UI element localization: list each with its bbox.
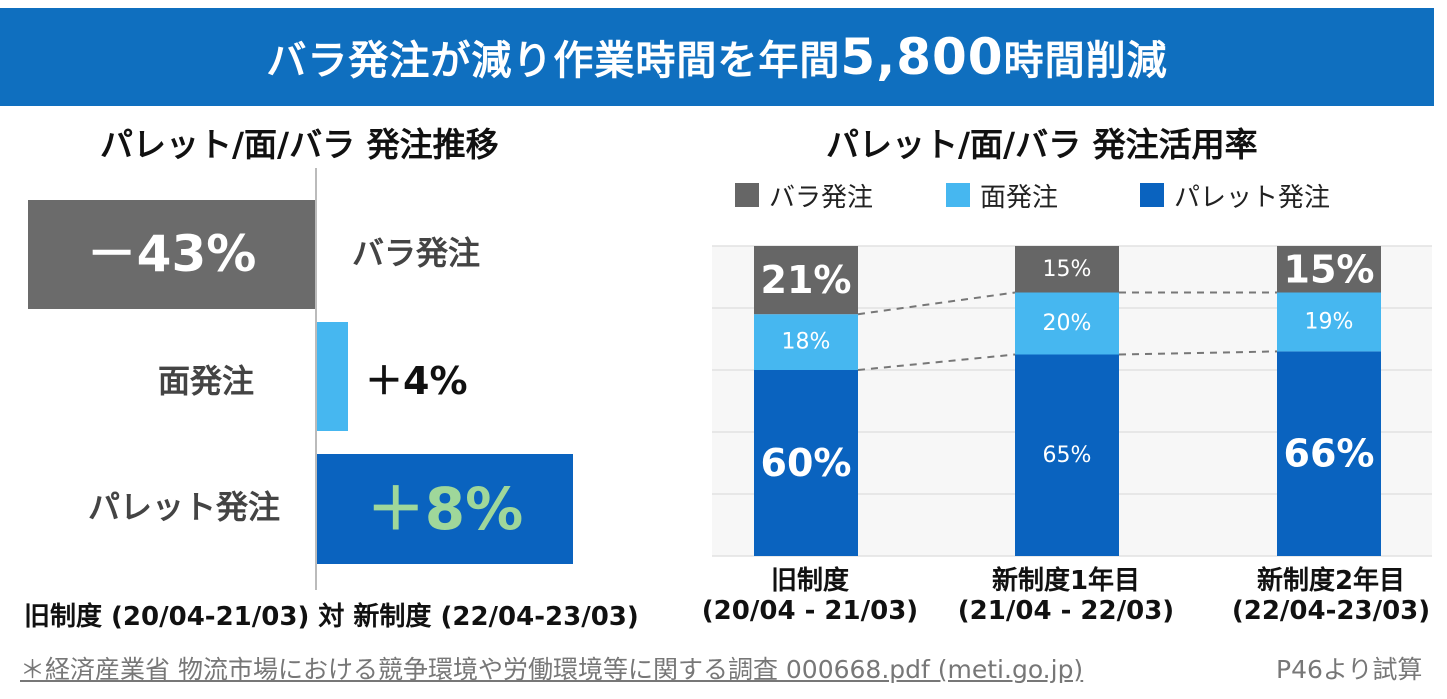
bar-men-change <box>317 322 348 431</box>
bar-bara-change <box>28 200 315 309</box>
bar-pallet-change <box>317 454 573 564</box>
x-label-new1-line1: 新制度1年目 <box>991 566 1141 596</box>
data-label-面発注-0: 18% <box>782 330 831 355</box>
men-category-label: 面発注 <box>158 362 255 400</box>
bar-segment-面発注-0 <box>754 314 858 370</box>
bar-segment-面発注-1 <box>1015 292 1119 355</box>
data-label-バラ発注-1: 15% <box>1043 257 1092 282</box>
data-label-バラ発注-2: 15% <box>1284 247 1375 291</box>
left-chart-title: パレット/面/バラ 発注推移 <box>100 125 499 164</box>
x-label-new1: 新制度1年目 (21/04 - 22/03) <box>948 566 1184 626</box>
legend-label-men: 面発注 <box>980 182 1059 213</box>
x-label-new1-line2: (21/04 - 22/03) <box>957 596 1175 626</box>
period-comparison: 旧制度 (20/04-21/03) 対 新制度 (22/04-23/03) <box>24 602 639 632</box>
data-label-バラ発注-0: 21% <box>761 258 852 302</box>
zero-axis-line <box>315 168 317 590</box>
connector-line <box>857 291 1016 316</box>
legend-item-men: 面発注 <box>946 180 1058 213</box>
legend-label-bara: バラ発注 <box>769 182 874 213</box>
bar-segment-パレット発注-2 <box>1277 351 1381 556</box>
x-label-new2: 新制度2年目 (22/04-23/03) <box>1220 566 1442 626</box>
pallet-change-value: ＋8% <box>366 475 524 543</box>
legend-swatch-pallet <box>1140 183 1164 207</box>
x-label-old: 旧制度 (20/04 - 21/03) <box>700 566 920 626</box>
bar-segment-パレット発注-1 <box>1015 354 1119 556</box>
data-label-パレット発注-1: 65% <box>1043 443 1092 468</box>
men-change-value: ＋4% <box>365 359 468 403</box>
data-label-面発注-1: 20% <box>1043 311 1092 336</box>
headline-number: 5,800 <box>840 28 1004 86</box>
x-label-new2-line1: 新制度2年目 <box>1256 566 1406 596</box>
legend-item-bara: バラ発注 <box>735 180 873 213</box>
data-label-面発注-2: 19% <box>1305 309 1354 334</box>
x-label-old-line1: 旧制度 <box>770 566 849 596</box>
headline-banner: バラ発注が減り作業時間を年間5,800時間削減 <box>0 8 1434 106</box>
connector-line <box>857 353 1016 371</box>
data-label-パレット発注-2: 66% <box>1284 432 1375 476</box>
x-label-old-line2: (20/04 - 21/03) <box>701 596 919 626</box>
bara-category-label: バラ発注 <box>352 234 481 272</box>
bara-change-value: －43% <box>86 225 257 283</box>
x-label-new2-line2: (22/04-23/03) <box>1231 596 1431 626</box>
data-label-パレット発注-0: 60% <box>761 441 852 485</box>
bar-segment-バラ発注-1 <box>1015 246 1119 293</box>
right-chart-title: パレット/面/バラ 発注活用率 <box>826 125 1258 164</box>
source-link[interactable]: ＊経済産業省 物流市場における競争環境や労働環境等に関する調査 000668.p… <box>20 655 1084 684</box>
bar-segment-バラ発注-0 <box>754 246 858 315</box>
source-suffix: P46より試算 <box>1276 655 1423 684</box>
headline-suffix: 時間削減 <box>1003 38 1168 84</box>
legend-label-pallet: パレット発注 <box>1174 182 1331 213</box>
legend-swatch-bara <box>735 183 759 207</box>
legend-swatch-men <box>946 183 970 207</box>
headline-prefix: バラ発注が減り作業時間を年間 <box>266 38 841 84</box>
bar-segment-パレット発注-0 <box>754 370 858 556</box>
connector-line <box>1118 350 1278 356</box>
pallet-category-label: パレット発注 <box>88 488 281 526</box>
legend-item-pallet: パレット発注 <box>1140 180 1330 213</box>
bar-segment-面発注-2 <box>1277 292 1381 352</box>
bar-segment-バラ発注-2 <box>1277 246 1381 293</box>
